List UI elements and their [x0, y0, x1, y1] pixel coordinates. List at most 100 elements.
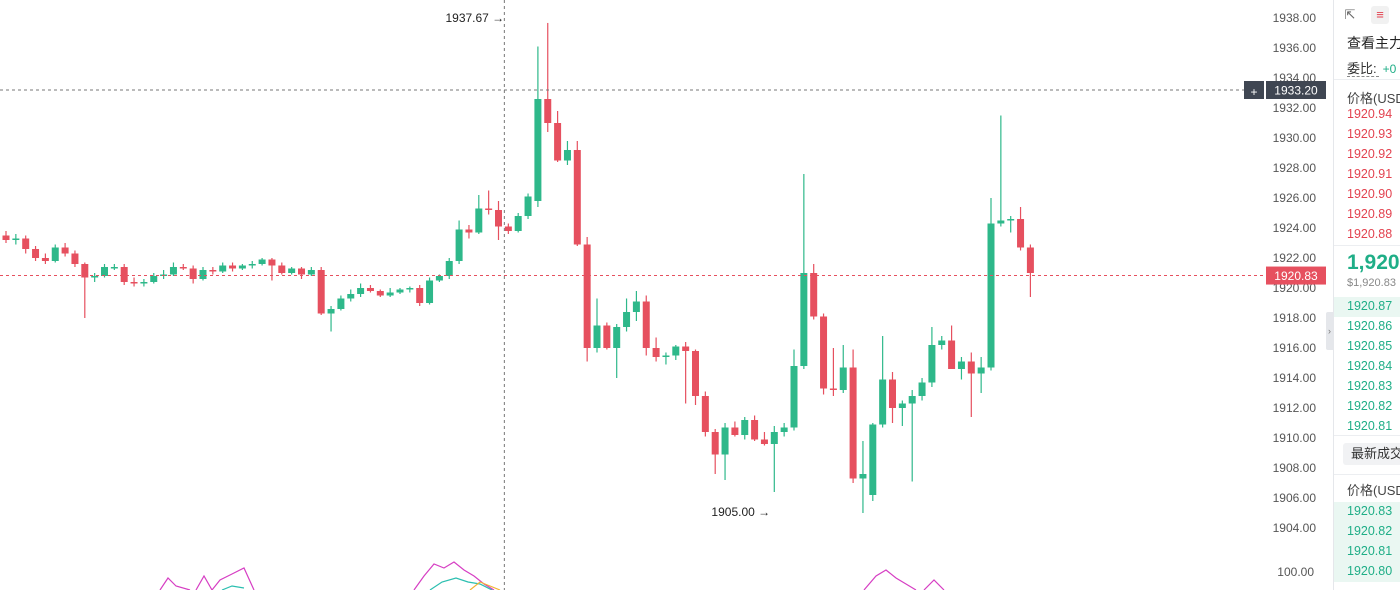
- candle-body: [692, 351, 699, 396]
- candle-body: [889, 379, 896, 408]
- indicator-line-gold: [469, 581, 501, 590]
- asks-price-header: 价格(USD: [1347, 91, 1400, 106]
- candle-body: [583, 244, 591, 348]
- latest-trades-tab[interactable]: 最新成交: [1343, 443, 1400, 465]
- candle-body: [741, 420, 749, 435]
- candle-body: [455, 229, 463, 261]
- candlestick-chart[interactable]: 1938.00 1936.00 1934.00 1932.00 1930.00 1928.…: [0, 0, 1333, 590]
- candle-body: [997, 220, 1005, 224]
- y-axis-tick-label: 1914.00: [1273, 371, 1317, 385]
- ratio-underline: [1347, 76, 1379, 77]
- candle-body: [337, 298, 345, 309]
- candle-body: [140, 282, 148, 284]
- candle-body: [859, 474, 867, 479]
- add-alert-button: [1244, 81, 1264, 99]
- bid-row-price: 1920.83: [1347, 379, 1393, 393]
- candle-body: [820, 316, 828, 389]
- candle-body: [71, 253, 79, 264]
- divider: [1334, 435, 1400, 436]
- crosshair-price-box: [1266, 81, 1326, 99]
- ask-row[interactable]: 1920.88: [1334, 225, 1400, 245]
- y-axis-tick-label: 1932.00: [1273, 101, 1317, 115]
- trade-row[interactable]: 1920.81: [1334, 542, 1400, 562]
- ask-row-price: 1920.90: [1347, 187, 1393, 201]
- price-annotation: 1937.67 →: [445, 11, 504, 25]
- bid-row[interactable]: 1920.83: [1334, 377, 1400, 397]
- bid-row[interactable]: 1920.82: [1334, 397, 1400, 417]
- candle-body: [288, 268, 296, 273]
- candle-body: [977, 367, 985, 374]
- bid-row[interactable]: 1920.87: [1334, 297, 1400, 317]
- order-book-panel: ⇱ ≡ 查看主力 委比: +0 价格(USD 1920.94 1920.93 1920…: [1333, 0, 1400, 590]
- ask-row[interactable]: 1920.90: [1334, 185, 1400, 205]
- collapse-panel-handle[interactable]: ›: [1326, 312, 1333, 350]
- candle-body: [573, 150, 581, 245]
- candle-body: [593, 325, 601, 348]
- bid-row[interactable]: 1920.86: [1334, 317, 1400, 337]
- chart-canvas[interactable]: 1938.001936.001934.001932.001930.001928.…: [0, 0, 1333, 590]
- y-axis-tick-label: 1922.00: [1273, 251, 1317, 265]
- y-axis-tick-label: 1910.00: [1273, 431, 1317, 445]
- divider: [1334, 474, 1400, 475]
- y-axis-tick-label: 1928.00: [1273, 161, 1317, 175]
- ask-row[interactable]: 1920.89: [1334, 205, 1400, 225]
- trade-row-price: 1920.81: [1347, 544, 1393, 558]
- ask-row[interactable]: 1920.91: [1334, 165, 1400, 185]
- bid-row[interactable]: 1920.84: [1334, 357, 1400, 377]
- candle-body: [613, 327, 621, 348]
- candle-body: [120, 267, 128, 282]
- bid-row-price: 1920.82: [1347, 399, 1393, 413]
- indicator-line-pink: [159, 561, 945, 590]
- y-axis-tick-label: 1938.00: [1273, 11, 1317, 25]
- candle-body: [800, 273, 808, 366]
- candle-body: [642, 301, 650, 348]
- y-axis-tick-label: 1930.00: [1273, 131, 1317, 145]
- view-main-force-link[interactable]: 查看主力: [1347, 35, 1400, 51]
- trade-row-price: 1920.83: [1347, 504, 1393, 518]
- last-price-usd: $1,920.83: [1347, 277, 1396, 289]
- candle-body: [898, 403, 906, 408]
- candle-body: [248, 264, 256, 266]
- bid-row[interactable]: 1920.81: [1334, 417, 1400, 437]
- ask-row-price: 1920.91: [1347, 167, 1393, 181]
- indicator-axis-label: 100.00: [1277, 565, 1314, 579]
- ask-row[interactable]: 1920.92: [1334, 145, 1400, 165]
- last-price-tag: 1920.83: [1266, 266, 1326, 285]
- bid-row[interactable]: 1920.85: [1334, 337, 1400, 357]
- bid-row-price: 1920.87: [1347, 299, 1393, 313]
- external-link-icon[interactable]: ⇱: [1344, 7, 1356, 22]
- candle-body: [948, 340, 956, 369]
- ask-row[interactable]: 1920.94: [1334, 105, 1400, 125]
- candle-body: [751, 420, 759, 440]
- ask-row-price: 1920.94: [1347, 107, 1393, 121]
- trade-row[interactable]: 1920.80: [1334, 562, 1400, 582]
- candle-body: [209, 270, 217, 272]
- candle-body: [91, 276, 99, 278]
- plus-icon: +: [1250, 85, 1257, 99]
- order-ratio: 委比: +0: [1347, 58, 1396, 77]
- candle-body: [721, 427, 729, 455]
- trade-row[interactable]: 1920.82: [1334, 522, 1400, 542]
- candle-body: [22, 238, 30, 249]
- candle-body: [839, 367, 847, 390]
- candle-body: [426, 280, 434, 303]
- last-price-label: 1920.83: [1274, 269, 1318, 283]
- trade-row[interactable]: 1920.83: [1334, 502, 1400, 522]
- candle-body: [918, 382, 926, 396]
- order-ratio-value: +0: [1382, 62, 1397, 76]
- y-axis-tick-label: 1926.00: [1273, 191, 1317, 205]
- candle-body: [307, 270, 315, 275]
- depth-layout-icon[interactable]: ≡: [1371, 6, 1389, 24]
- candle-body: [327, 309, 335, 314]
- candle-body: [652, 348, 660, 357]
- candle-body: [485, 208, 493, 210]
- candle-body: [554, 123, 562, 161]
- candle-body: [278, 265, 286, 273]
- ask-row[interactable]: 1920.93: [1334, 125, 1400, 145]
- candle-body: [879, 379, 887, 425]
- candle-body: [475, 208, 483, 233]
- candle-body: [2, 235, 10, 240]
- candle-body: [1017, 219, 1025, 248]
- candle-body: [199, 270, 207, 279]
- ask-row-price: 1920.89: [1347, 207, 1393, 221]
